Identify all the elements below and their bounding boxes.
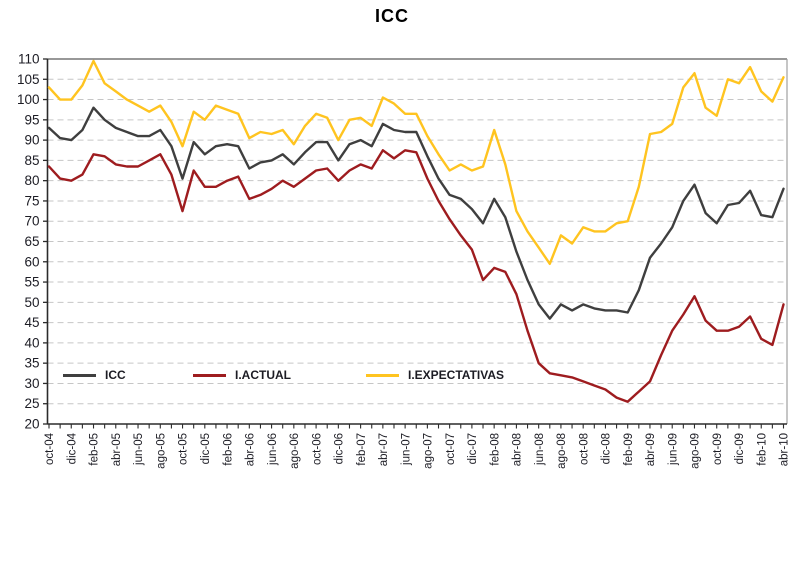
- x-tick-label-jun-06: jun-06: [267, 433, 279, 466]
- x-tick-label-oct-06: oct-06: [311, 433, 323, 465]
- chart-title: ICC: [375, 6, 409, 26]
- x-tick-label-feb-09: feb-09: [623, 433, 635, 466]
- x-tick-label-dic-04: dic-04: [66, 432, 78, 464]
- series-line-i-actual: [47, 149, 785, 403]
- x-tick-label-oct-05: oct-05: [178, 433, 190, 465]
- expectativas-line-swatch: [366, 373, 399, 377]
- y-tick-label-105: 105: [17, 72, 40, 87]
- x-tick-label-dic-08: dic-08: [601, 433, 613, 464]
- legend-label-icc: ICC: [105, 368, 126, 382]
- x-tick-label-ago-07: ago-07: [423, 433, 435, 469]
- y-tick-label-80: 80: [24, 173, 39, 188]
- y-tick-label-50: 50: [24, 295, 39, 310]
- y-tick-label-40: 40: [24, 335, 39, 350]
- x-tick-label-ago-08: ago-08: [556, 433, 568, 469]
- x-tick-label-oct-04: oct-04: [44, 432, 56, 465]
- x-tick-label-dic-09: dic-09: [734, 433, 746, 464]
- y-tick-label-110: 110: [18, 52, 40, 67]
- x-tick-label-feb-05: feb-05: [89, 433, 101, 466]
- x-tick-label-abr-05: abr-05: [111, 433, 123, 466]
- y-tick-label-30: 30: [24, 376, 39, 391]
- x-tick-label-oct-08: oct-08: [578, 433, 590, 465]
- y-tick-label-75: 75: [24, 193, 39, 208]
- x-tick-label-jun-05: jun-05: [133, 433, 145, 466]
- x-tick-label-abr-10: abr-10: [779, 433, 791, 466]
- legend-item-expectativas: I.EXPECTATIVAS: [366, 368, 504, 382]
- x-tick-label-jun-07: jun-07: [400, 433, 412, 466]
- legend-label-actual: I.ACTUAL: [235, 368, 291, 382]
- x-tick-label-abr-09: abr-09: [645, 433, 657, 466]
- x-tick-label-jun-09: jun-09: [667, 433, 679, 466]
- x-tick-label-jun-08: jun-08: [534, 433, 546, 466]
- legend-label-expectativas: I.EXPECTATIVAS: [408, 368, 505, 382]
- x-tick-label-oct-07: oct-07: [445, 433, 457, 465]
- x-tick-label-dic-07: dic-07: [467, 433, 479, 464]
- y-tick-label-90: 90: [24, 133, 39, 148]
- x-tick-label-feb-08: feb-08: [489, 433, 501, 466]
- y-tick-label-45: 45: [24, 315, 39, 330]
- y-tick-label-25: 25: [24, 396, 39, 411]
- x-tick-label-abr-06: abr-06: [245, 433, 257, 466]
- x-tick-label-abr-08: abr-08: [512, 433, 524, 466]
- y-tick-label-20: 20: [24, 417, 39, 432]
- series-line-i-expectativas: [47, 59, 785, 265]
- x-tick-label-feb-10: feb-10: [756, 433, 768, 466]
- series-line-icc: [47, 106, 785, 320]
- y-tick-label-65: 65: [24, 234, 39, 249]
- x-tick-label-oct-09: oct-09: [712, 433, 724, 465]
- y-tick-label-60: 60: [24, 254, 39, 269]
- x-tick-label-dic-05: dic-05: [200, 433, 212, 464]
- legend-item-icc: ICC: [63, 368, 126, 382]
- icc-line-swatch: [63, 373, 96, 377]
- y-tick-label-85: 85: [24, 153, 39, 168]
- y-tick-label-70: 70: [24, 214, 39, 229]
- actual-line-swatch: [193, 373, 226, 377]
- x-tick-label-ago-09: ago-09: [690, 433, 702, 469]
- y-tick-label-100: 100: [17, 92, 40, 107]
- x-tick-label-ago-06: ago-06: [289, 433, 301, 469]
- x-tick-label-feb-07: feb-07: [356, 433, 368, 466]
- y-tick-label-95: 95: [24, 112, 39, 127]
- y-tick-label-55: 55: [24, 275, 39, 290]
- x-tick-label-ago-05: ago-05: [155, 433, 167, 469]
- legend-item-actual: I.ACTUAL: [193, 368, 291, 382]
- x-tick-label-feb-06: feb-06: [222, 433, 234, 466]
- y-tick-label-35: 35: [24, 356, 39, 371]
- x-tick-label-dic-06: dic-06: [334, 433, 346, 464]
- x-tick-label-abr-07: abr-07: [378, 433, 390, 466]
